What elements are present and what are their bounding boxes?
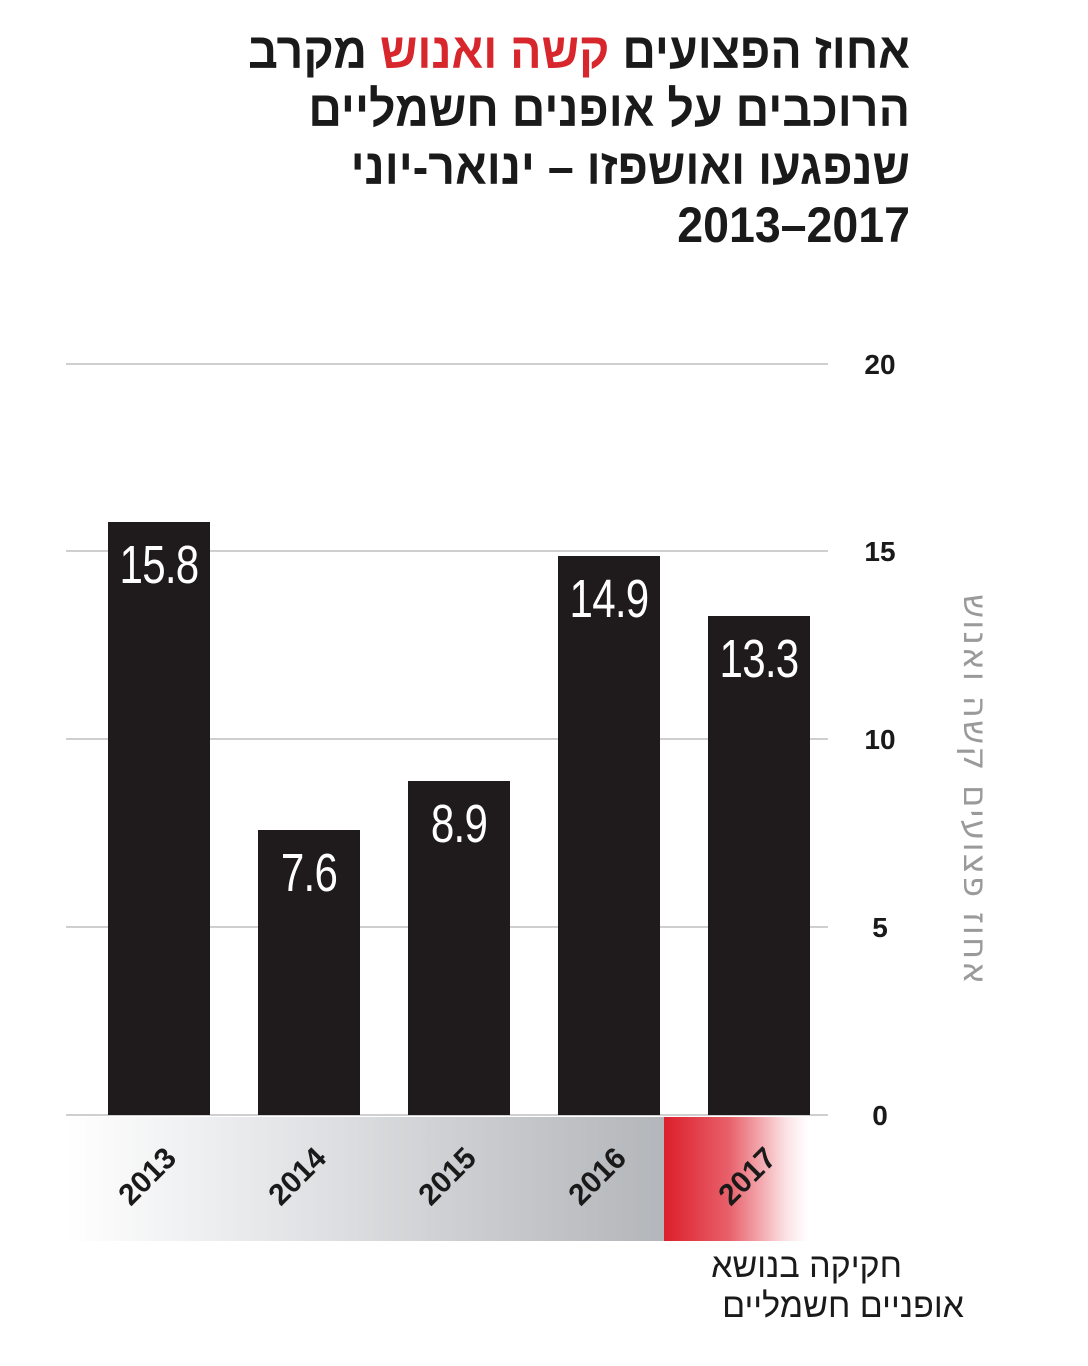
gridline-10 — [66, 738, 828, 740]
bar-value-label: 14.9 — [569, 569, 650, 629]
bar-2016: 14.9 — [558, 556, 660, 1115]
gridline-15 — [66, 550, 828, 552]
y-tick-15: 15 — [864, 536, 896, 567]
y-tick-10: 10 — [864, 724, 896, 755]
title-line-3: שנפגעו ואושפזו – ינואר-יוני — [350, 139, 910, 195]
bar-2013: 15.8 — [108, 522, 210, 1115]
bar-value-label: 13.3 — [719, 629, 800, 689]
legislation-annotation: חקיקה בנושא אופניים חשמליים — [664, 1246, 964, 1326]
gridline-20 — [66, 363, 828, 365]
y-tick-20: 20 — [864, 349, 896, 380]
y-tick-0: 0 — [872, 1100, 888, 1131]
bar-value-label: 8.9 — [430, 794, 488, 854]
bar-2014: 7.6 — [258, 830, 360, 1115]
y-axis-label: אחוז פצועים קשה ואנוש — [955, 594, 995, 986]
y-tick-5: 5 — [872, 912, 888, 943]
bar-2015: 8.9 — [408, 781, 510, 1115]
x-axis-band — [66, 1117, 664, 1241]
title-line-4: 2013–2017 — [677, 197, 910, 253]
bar-value-label: 7.6 — [280, 843, 338, 903]
gridline-0 — [66, 1114, 828, 1116]
annotation-line-1: חקיקה בנושא — [711, 1247, 902, 1285]
annotation-line-2: אופניים חשמליים — [722, 1287, 964, 1325]
title-line-2: הרוכבים על אופנים חשמליים — [308, 81, 910, 137]
title-line-1: אחוז הפצועים קשה ואנוש מקרב — [248, 23, 910, 79]
chart-title: אחוז הפצועים קשה ואנוש מקרב הרוכבים על א… — [147, 22, 910, 254]
title-highlight: קשה ואנוש — [379, 23, 610, 79]
x-axis-band-highlight — [664, 1117, 808, 1241]
bar-value-label: 15.8 — [119, 535, 200, 595]
bar-2017: 13.3 — [708, 616, 810, 1115]
